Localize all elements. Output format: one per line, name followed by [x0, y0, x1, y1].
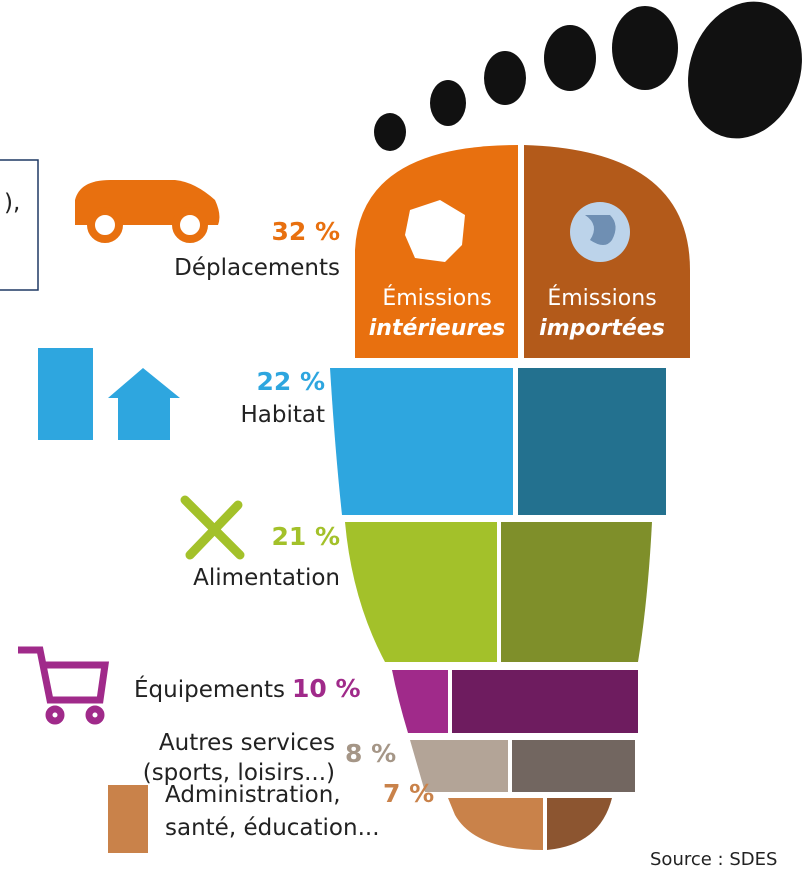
hospital-icon	[108, 785, 148, 853]
category-label: Administration,	[165, 782, 341, 808]
car-icon	[75, 180, 220, 243]
interior-subtitle: intérieures	[369, 316, 505, 341]
foot	[330, 145, 690, 850]
cutlery-icon	[180, 495, 245, 560]
interior-title: Émissions	[382, 285, 491, 311]
france-icon	[405, 200, 465, 262]
imported-subtitle: importées	[539, 316, 665, 341]
toes	[374, 1, 802, 151]
category-label: Déplacements	[174, 255, 340, 281]
category-label: Alimentation	[193, 565, 340, 591]
percent: 8 %	[345, 739, 396, 768]
side-box	[0, 159, 39, 291]
imported-title: Émissions	[547, 285, 656, 311]
percent: 10 %	[292, 674, 361, 703]
category-label: Équipements	[134, 675, 285, 703]
percent: 21 %	[271, 522, 340, 551]
category-label: Habitat	[240, 402, 325, 428]
percent: 32 %	[271, 217, 340, 246]
percent: 22 %	[256, 367, 325, 396]
source: Source : SDES	[650, 849, 777, 870]
cart-icon	[18, 646, 110, 725]
category-label: (sports, loisirs...)	[143, 760, 335, 786]
fragment-text: ),	[4, 190, 20, 216]
category-label: santé, éducation...	[165, 815, 380, 841]
category-label: Autres services	[159, 730, 335, 756]
house-icon	[38, 348, 180, 440]
percent: 7 %	[383, 779, 434, 808]
